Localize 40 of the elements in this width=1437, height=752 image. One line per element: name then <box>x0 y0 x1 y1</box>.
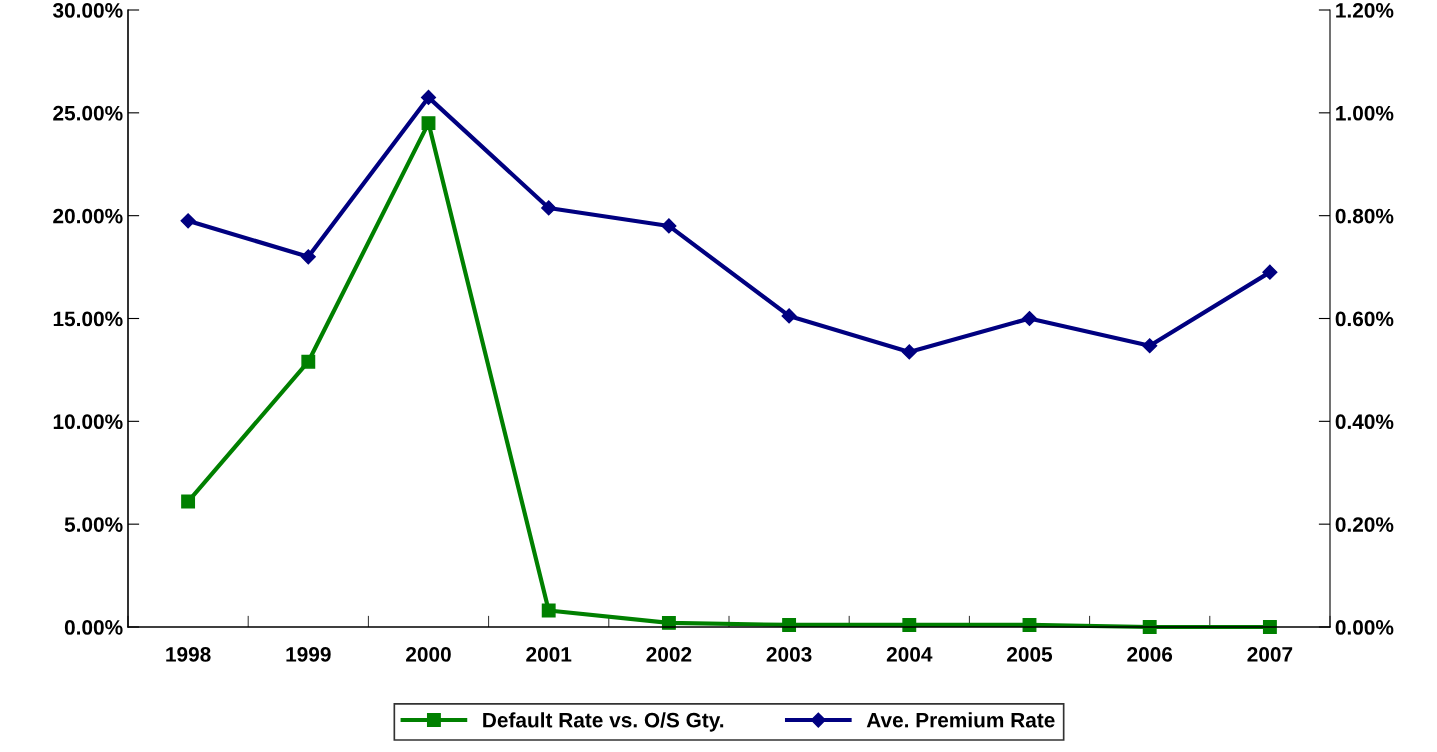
point <box>421 116 436 131</box>
point <box>1142 338 1158 354</box>
x-tick-label: 2003 <box>766 646 812 662</box>
point <box>300 249 316 265</box>
y2-tick-label: 0.00% <box>1335 620 1394 635</box>
y-tick-label: 15.00% <box>53 311 123 327</box>
y-tick-label: 0.00% <box>64 620 123 635</box>
point <box>781 308 797 324</box>
legend-label: Default Rate vs. O/S Gty. <box>483 712 724 732</box>
point <box>1021 310 1038 327</box>
y-tick-label: 10.00% <box>53 414 123 430</box>
x-tick-label: 2001 <box>526 646 572 662</box>
x-tick-label: 2004 <box>886 646 933 662</box>
point <box>541 603 556 618</box>
point <box>180 213 196 229</box>
y2-tick-label: 0.20% <box>1335 517 1394 532</box>
y-tick-label: 5.00% <box>64 517 123 532</box>
point <box>661 218 677 234</box>
x-tick-label: 2002 <box>646 646 692 662</box>
y2-tick-label: 0.60% <box>1335 311 1394 327</box>
y2-tick-label: 0.80% <box>1335 208 1394 224</box>
x-tick-label: 2006 <box>1127 646 1173 662</box>
point <box>420 89 437 105</box>
x-tick-label: 1999 <box>286 646 331 662</box>
x-tick-label: 2007 <box>1247 646 1293 662</box>
y-tick-label: 30.00% <box>52 3 123 18</box>
point <box>301 354 316 369</box>
x-tick-label: 1998 <box>166 646 211 662</box>
point <box>1262 264 1278 280</box>
x-tick-label: 2000 <box>406 646 451 662</box>
point <box>181 494 196 509</box>
legend-label: Ave. Premium Rate <box>866 712 1055 728</box>
point <box>541 200 557 216</box>
y2-tick-label: 1.20% <box>1336 3 1394 18</box>
y2-tick-label: 0.40% <box>1335 414 1394 430</box>
y-tick-label: 20.00% <box>53 208 123 224</box>
x-tick-label: 2005 <box>1007 646 1053 662</box>
y-tick-label: 25.00% <box>53 105 123 121</box>
y2-tick-label: 1.00% <box>1336 105 1394 121</box>
point <box>901 344 917 360</box>
